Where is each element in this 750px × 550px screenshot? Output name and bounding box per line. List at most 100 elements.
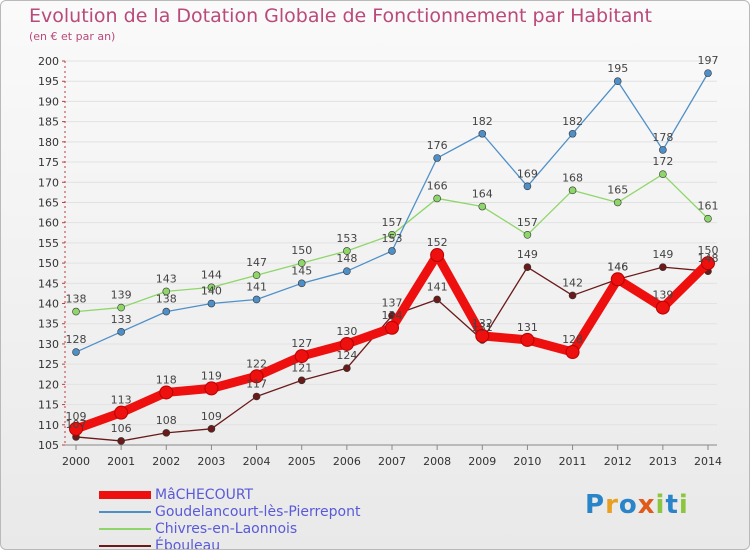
data-label: 134 (382, 309, 403, 322)
data-label: 161 (698, 200, 719, 213)
x-tick-label: 2010 (513, 455, 541, 468)
data-point (159, 385, 174, 400)
data-point (297, 376, 306, 385)
data-label: 142 (562, 276, 583, 289)
y-tick-label: 200 (38, 55, 59, 68)
data-label: 128 (562, 333, 583, 346)
x-tick-label: 2007 (378, 455, 406, 468)
y-tick-label: 195 (38, 75, 59, 88)
data-label: 133 (111, 313, 132, 326)
data-point (523, 182, 532, 191)
y-tick-label: 140 (38, 298, 59, 311)
data-label: 118 (156, 373, 177, 386)
data-label: 132 (472, 317, 493, 330)
y-tick-label: 145 (38, 277, 59, 290)
data-point (343, 267, 351, 275)
legend-label: Ébouleau (155, 537, 221, 550)
legend-label: Chivres-en-Laonnois (155, 520, 298, 537)
x-tick-label: 2001 (107, 455, 135, 468)
legend-item-goudelancourt: Goudelancourt-lès-Pierrepont (99, 503, 360, 520)
data-point (520, 332, 535, 347)
data-point (568, 291, 577, 300)
legend-label: MâCHECOURT (155, 486, 254, 503)
data-label: 176 (427, 139, 448, 152)
data-label: 153 (382, 232, 403, 245)
data-point (701, 256, 715, 271)
data-point (568, 129, 577, 138)
data-point (297, 279, 306, 288)
data-label: 144 (201, 268, 222, 281)
x-tick-label: 2003 (197, 455, 225, 468)
x-tick-label: 2014 (694, 455, 722, 468)
data-label: 128 (66, 333, 87, 346)
data-label: 130 (336, 325, 357, 338)
data-label: 109 (66, 410, 87, 423)
data-point (388, 247, 396, 255)
data-label: 113 (111, 394, 132, 407)
y-tick-label: 135 (38, 318, 59, 331)
y-tick-label: 160 (38, 217, 59, 230)
y-tick-label: 115 (38, 399, 59, 412)
data-point (207, 299, 216, 308)
y-tick-label: 175 (38, 156, 59, 169)
data-point (568, 186, 577, 195)
x-tick-label: 2013 (649, 455, 677, 468)
x-tick-label: 2011 (559, 455, 587, 468)
x-tick-label: 2006 (333, 455, 361, 468)
data-point (207, 425, 216, 433)
data-point (114, 405, 129, 420)
x-tick-label: 2009 (468, 455, 496, 468)
data-point (343, 247, 351, 255)
legend: MâCHECOURT Goudelancourt-lès-Pierrepont … (99, 486, 360, 550)
y-tick-label: 105 (38, 439, 59, 452)
x-tick-label: 2004 (243, 455, 271, 468)
data-point (659, 146, 667, 154)
data-label: 141 (427, 280, 448, 293)
data-point (659, 170, 667, 178)
data-point (252, 271, 261, 280)
data-label: 139 (111, 289, 132, 302)
data-point (162, 429, 171, 437)
data-label: 166 (427, 179, 448, 192)
legend-item-machecourt: MâCHECOURT (99, 486, 360, 503)
data-label: 150 (698, 244, 719, 257)
data-point (252, 392, 261, 401)
data-label: 168 (562, 171, 583, 184)
data-label: 139 (652, 289, 673, 302)
legend-item-ebouleau: Ébouleau (99, 537, 360, 550)
data-label: 137 (382, 297, 403, 310)
data-point (252, 295, 261, 304)
data-label: 138 (66, 293, 87, 306)
data-label: 117 (246, 377, 267, 390)
data-point (388, 231, 396, 239)
y-tick-label: 120 (38, 378, 59, 391)
data-point (433, 295, 441, 304)
legend-swatch (99, 510, 151, 513)
data-label: 147 (246, 256, 267, 269)
data-label: 195 (607, 62, 628, 75)
data-label: 131 (517, 321, 538, 334)
data-point (249, 369, 264, 384)
y-tick-label: 155 (38, 237, 59, 250)
x-tick-label: 2005 (288, 455, 316, 468)
y-tick-label: 180 (38, 136, 59, 149)
data-point (613, 77, 622, 86)
y-tick-label: 110 (38, 419, 59, 432)
data-point (613, 198, 622, 207)
data-point (523, 231, 532, 239)
data-label: 149 (652, 248, 673, 261)
data-point (162, 307, 171, 316)
data-label: 157 (382, 216, 403, 229)
data-point (72, 348, 80, 356)
data-point (478, 202, 487, 211)
y-tick-label: 150 (38, 257, 59, 270)
data-point (117, 437, 125, 445)
y-tick-label: 170 (38, 176, 59, 189)
data-label: 107 (66, 418, 87, 431)
legend-item-chivres: Chivres-en-Laonnois (99, 520, 360, 537)
data-point (204, 381, 219, 396)
data-label: 149 (517, 248, 538, 261)
legend-swatch (99, 544, 151, 547)
y-tick-label: 185 (38, 116, 59, 129)
